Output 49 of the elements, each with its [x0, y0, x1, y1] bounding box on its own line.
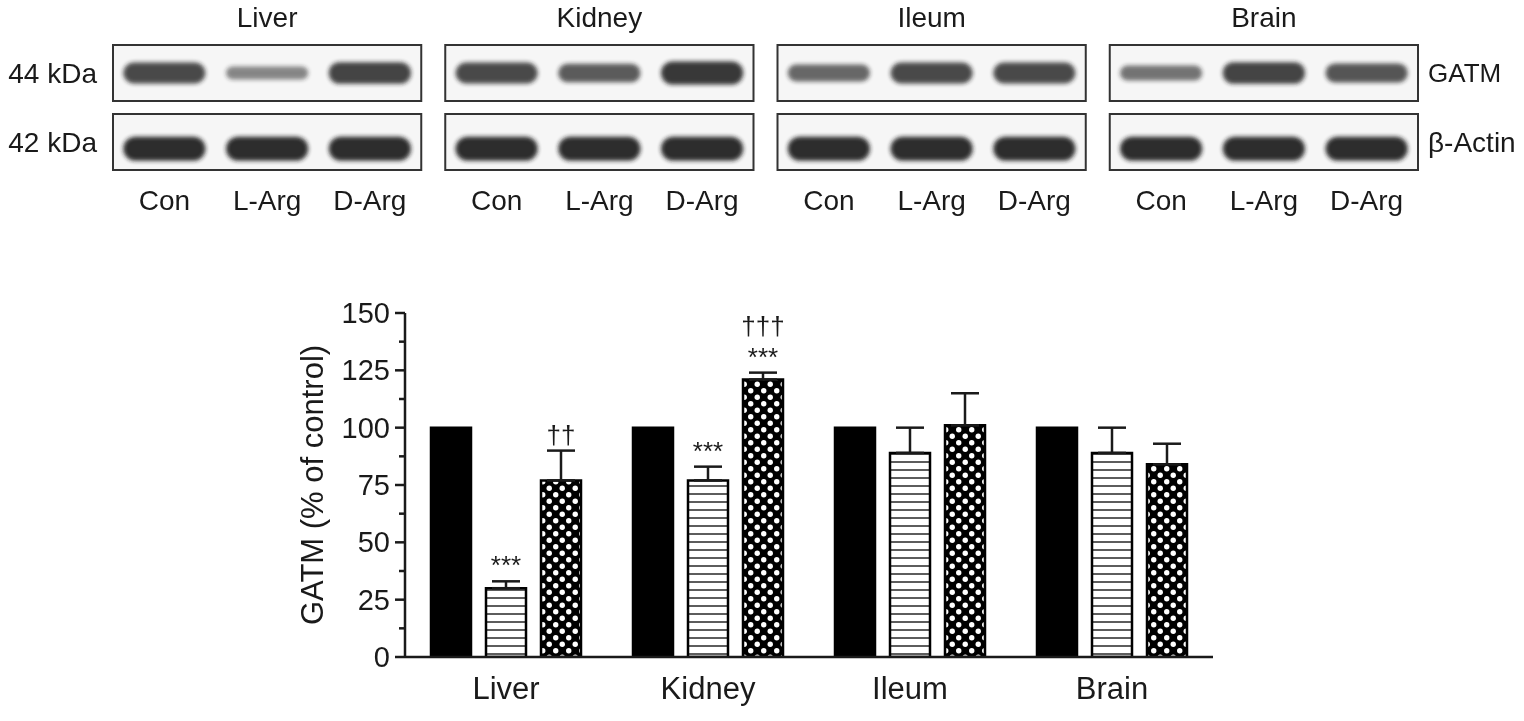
- text: Liver: [236, 1, 298, 33]
- bar: [484, 586, 528, 657]
- x-tick-label: Brain: [1075, 671, 1149, 707]
- category-label: L-Arg: [232, 184, 302, 216]
- text: Ileum: [897, 1, 966, 33]
- bar: [539, 479, 583, 657]
- bar: [1035, 426, 1079, 657]
- annotation: ***: [747, 341, 779, 372]
- category-label: L-Arg: [565, 184, 634, 216]
- category-label: β-Actin: [1428, 126, 1516, 158]
- text: Brain: [1231, 1, 1297, 33]
- annotation: ***: [692, 435, 724, 466]
- category-label: Con: [138, 184, 191, 216]
- x-tick-label: Liver: [472, 671, 540, 707]
- category-label: D-Arg: [665, 184, 739, 216]
- y-tick-label: 0: [373, 641, 390, 673]
- y-tick-label: 25: [357, 583, 390, 616]
- y-tick-label: 50: [357, 526, 390, 559]
- bar: [741, 378, 785, 657]
- category-label: D-Arg: [333, 184, 407, 216]
- x-tick-label: Ileum: [872, 671, 948, 707]
- bar: [686, 479, 730, 657]
- x-tick-label: Kidney: [660, 671, 756, 707]
- category-label: 42 kDa: [8, 126, 97, 158]
- category-label: Con: [470, 184, 523, 216]
- y-tick-label: 125: [341, 354, 390, 387]
- bar: [631, 426, 675, 657]
- text: Kidney: [556, 1, 643, 33]
- category-label: D-Arg: [997, 184, 1071, 216]
- y-tick-label: 150: [341, 297, 390, 329]
- category-label: D-Arg: [1330, 184, 1404, 216]
- bar: [429, 426, 473, 657]
- category-label: Con: [1135, 184, 1187, 216]
- y-tick-label: 100: [341, 411, 390, 444]
- category-label: L-Arg: [1229, 184, 1299, 216]
- bar: [1145, 463, 1189, 657]
- bar: [833, 426, 877, 657]
- bar: [888, 451, 932, 657]
- category-label: L-Arg: [897, 184, 966, 216]
- annotation: ††: [546, 419, 576, 450]
- y-axis-title: GATM (% of control): [294, 344, 330, 626]
- category-label: 44 kDa: [8, 57, 97, 89]
- category-label: GATM: [1428, 58, 1502, 88]
- bar: [1090, 451, 1134, 657]
- annotation: ***: [490, 550, 522, 581]
- category-label: Con: [803, 184, 855, 216]
- bar: [943, 424, 987, 657]
- annotation: †††: [741, 310, 785, 341]
- y-tick-label: 75: [357, 469, 390, 501]
